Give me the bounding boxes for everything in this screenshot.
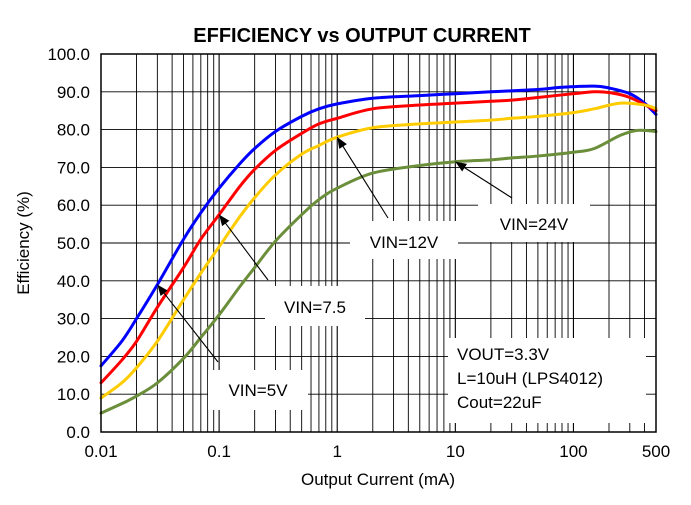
annotation-box xyxy=(208,370,308,410)
plot-frame xyxy=(100,53,657,433)
annotation-label: VIN=24V xyxy=(500,215,569,234)
y-tick-label: 100.0 xyxy=(47,45,90,64)
annotation-arrow-line xyxy=(455,161,513,199)
annotation-box xyxy=(265,286,365,326)
annotation-arrow-line xyxy=(336,136,389,219)
annotation-box xyxy=(350,221,458,259)
y-tick-label: 50.0 xyxy=(57,234,90,253)
x-tick-label: 500 xyxy=(642,442,670,461)
annotations: VIN=5V VIN=7.5 VIN=12V VIN=24V VOUT=3.3V L=10… xyxy=(156,136,646,423)
info-box-line: VOUT=3.3V xyxy=(457,345,550,364)
annotation-label: VIN=5V xyxy=(228,381,288,400)
info-box-line: Cout=22uF xyxy=(457,393,542,412)
annotation-arrow-line xyxy=(156,284,219,363)
data-series xyxy=(99,84,658,415)
annotation-label: VIN=12V xyxy=(370,233,439,252)
x-axis-label: Output Current (mA) xyxy=(301,470,455,489)
series-line-vin-5v xyxy=(99,84,658,368)
series-line-vin-24v xyxy=(99,128,658,415)
annotation-arrow-line xyxy=(218,214,269,281)
info-box-line: L=10uH (LPS4012) xyxy=(457,369,603,388)
annotation-arrowhead xyxy=(219,214,230,227)
y-axis-label: Efficiency (%) xyxy=(14,191,33,295)
annotation-arrowhead xyxy=(455,161,468,172)
annotation-box xyxy=(478,204,590,242)
y-tick-label: 10.0 xyxy=(57,385,90,404)
annotation-arrowhead xyxy=(337,137,347,149)
y-tick-label: 60.0 xyxy=(57,196,90,215)
x-tick-label: 10 xyxy=(446,442,465,461)
y-tick-label: 30.0 xyxy=(57,310,90,329)
annotation-arrowhead xyxy=(157,284,168,297)
x-tick-label: 100 xyxy=(559,442,587,461)
series-line-vin-12v xyxy=(99,101,658,400)
y-tick-label: 0.0 xyxy=(66,423,90,442)
chart-title: EFFICIENCY vs OUTPUT CURRENT xyxy=(193,25,530,47)
series-line-vin-7-5 xyxy=(99,90,658,385)
x-tick-label: 1 xyxy=(332,442,341,461)
info-box xyxy=(448,338,646,423)
y-tick-label: 40.0 xyxy=(57,272,90,291)
y-tick-label: 70.0 xyxy=(57,158,90,177)
x-tick-label: 0.01 xyxy=(84,442,117,461)
y-tick-label: 20.0 xyxy=(57,347,90,366)
y-tick-label: 90.0 xyxy=(57,83,90,102)
annotation-label: VIN=7.5 xyxy=(284,298,346,317)
axis-ticks: 0.01 0.1 1 10 100 500 0.0 10.0 20.0 30.0 40.0 50.0 6… xyxy=(47,45,670,461)
y-tick-label: 80.0 xyxy=(57,121,90,140)
x-tick-label: 0.1 xyxy=(207,442,231,461)
